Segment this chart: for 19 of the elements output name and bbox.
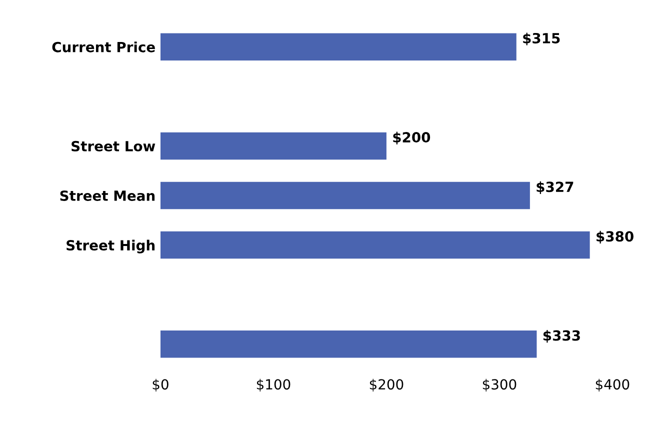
data-label: $327 (536, 181, 574, 194)
bar (160, 231, 590, 259)
bar (160, 330, 537, 358)
y-tick-label: Current Price (52, 42, 155, 52)
x-tick-label: $100 (256, 378, 290, 392)
data-label: $315 (523, 32, 560, 46)
data-label: $333 (543, 330, 580, 343)
data-label: $380 (596, 230, 634, 244)
x-tick-label: $0 (152, 378, 168, 392)
y-tick-label: Street High (66, 240, 155, 254)
y-tick-label: Street Low (72, 140, 156, 152)
bar (160, 33, 516, 60)
x-tick-label: $200 (370, 378, 404, 392)
bar (160, 132, 386, 160)
bar (160, 182, 530, 210)
y-tick-label: Street Mean (60, 190, 155, 201)
x-tick-label: $400 (596, 378, 630, 392)
data-label: $200 (393, 132, 430, 144)
x-tick-label: $300 (482, 378, 516, 392)
